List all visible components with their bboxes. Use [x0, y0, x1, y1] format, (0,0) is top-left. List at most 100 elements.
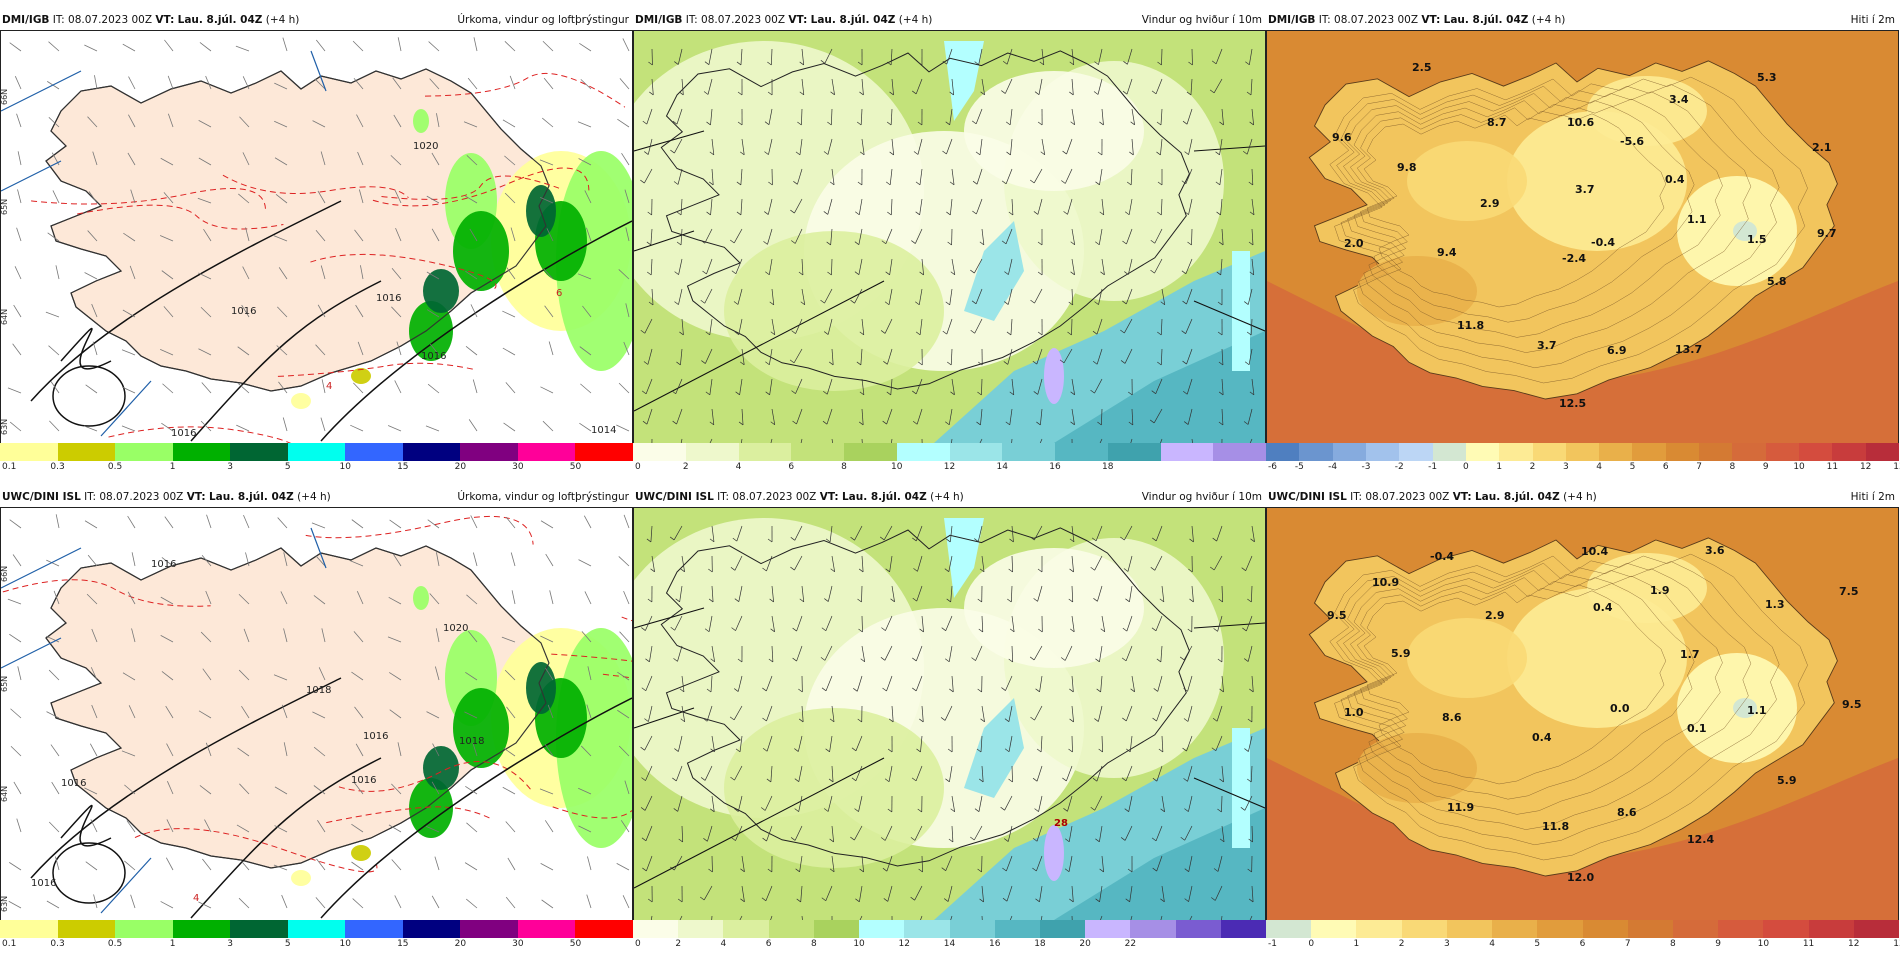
latitude-label: 66N	[1, 89, 9, 105]
color-swatch	[1566, 443, 1599, 461]
init-time: IT: 08.07.2023 00Z	[1350, 491, 1449, 503]
latitude-label: 65N	[1, 199, 9, 215]
panel-header: UWC/DINI ISL IT: 08.07.2023 00Z VT: Lau.…	[633, 487, 1266, 507]
valid-time-label: VT:	[788, 14, 807, 26]
color-scale-tick: 1	[170, 939, 176, 949]
color-swatch	[739, 443, 792, 461]
panel-run-info: UWC/DINI ISL IT: 08.07.2023 00Z VT: Lau.…	[2, 487, 331, 507]
color-swatch	[1832, 443, 1865, 461]
color-scale-tick: 4	[1489, 939, 1495, 949]
color-scale-tick: 14	[997, 462, 1008, 472]
color-scale-tick: 7	[1625, 939, 1631, 949]
color-swatch	[678, 920, 723, 938]
color-scale-tick: 8	[1670, 939, 1676, 949]
color-scale: -6-5-4-3-2-101234567891011121314	[1266, 443, 1899, 480]
color-scale-tick: -1	[1268, 939, 1277, 949]
color-swatch	[859, 920, 904, 938]
color-swatch	[173, 443, 231, 461]
color-swatch	[1632, 443, 1665, 461]
color-swatch	[1266, 920, 1311, 938]
map-panel-temp: DMI/IGB IT: 08.07.2023 00Z VT: Lau. 8.jú…	[1266, 10, 1899, 480]
color-scale-tick: 12	[899, 939, 910, 949]
color-scale-tick: 2	[683, 462, 689, 472]
color-scale-tick: 0.3	[50, 939, 64, 949]
lead-time: (+4 h)	[1563, 491, 1597, 503]
color-swatch	[1537, 920, 1582, 938]
color-scale-tick: 8	[1730, 462, 1736, 472]
valid-time: Lau. 8.júl. 04Z	[209, 491, 294, 503]
color-scale-tick: 10	[1793, 462, 1804, 472]
color-swatch	[1854, 920, 1899, 938]
isobar-label: 1016	[351, 775, 376, 786]
color-scale-tick: 4	[1596, 462, 1602, 472]
color-scale-tick: 14	[944, 939, 955, 949]
color-scale-tick: 12	[1860, 462, 1871, 472]
color-scale-tick: 13	[1893, 939, 1900, 949]
lead-time: (+4 h)	[266, 14, 300, 26]
color-scale-tick: 16	[989, 939, 1000, 949]
panel-run-info: DMI/IGB IT: 08.07.2023 00Z VT: Lau. 8.jú…	[2, 10, 299, 30]
color-swatch	[115, 920, 173, 938]
map-area[interactable]	[633, 30, 1266, 444]
color-swatch	[814, 920, 859, 938]
valid-time-label: VT:	[155, 14, 174, 26]
color-swatch	[1311, 920, 1356, 938]
color-scale-tick: 1	[1496, 462, 1502, 472]
temperature-value: -2.4	[1562, 252, 1586, 265]
color-scale-tick: 12	[944, 462, 955, 472]
panel-title: Vindur og hviður í 10m	[1142, 487, 1262, 507]
temperature-value: 2.9	[1480, 197, 1500, 210]
panel-title: Úrkoma, vindur og loftþrýstingur	[457, 10, 629, 30]
temperature-value: 2.5	[1412, 61, 1432, 74]
color-swatch	[173, 920, 231, 938]
color-swatch	[1599, 443, 1632, 461]
isobar-label: 1018	[459, 736, 484, 747]
color-swatch	[1673, 920, 1718, 938]
color-scale-tick: 1	[170, 462, 176, 472]
valid-time-label: VT:	[820, 491, 839, 503]
color-scale-tick: 0	[635, 939, 641, 949]
temperature-value: -0.4	[1591, 236, 1615, 249]
map-panel-wind: UWC/DINI ISL IT: 08.07.2023 00Z VT: Lau.…	[633, 487, 1266, 957]
temperature-value: 12.5	[1559, 397, 1586, 410]
color-scale-swatches	[1266, 920, 1899, 938]
color-scale-tick: 12	[1848, 939, 1859, 949]
temperature-value: 1.5	[1747, 233, 1767, 246]
map-area[interactable]: 28	[633, 507, 1266, 921]
color-swatch	[791, 443, 844, 461]
color-scale-tick: 3	[1444, 939, 1450, 949]
isobar-label: 1016	[61, 778, 86, 789]
temperature-value: 1.3	[1765, 598, 1785, 611]
lead-time: (+4 h)	[899, 14, 933, 26]
color-swatch	[1366, 443, 1399, 461]
map-panel-precip: DMI/IGB IT: 08.07.2023 00Z VT: Lau. 8.jú…	[0, 10, 633, 480]
color-swatch	[403, 443, 461, 461]
color-scale-tick: 0.3	[50, 462, 64, 472]
color-scale-tick: 22	[1125, 939, 1136, 949]
color-scale-tick: 50	[570, 939, 581, 949]
color-scale-tick: 50	[570, 462, 581, 472]
color-swatch	[1699, 443, 1732, 461]
init-time: IT: 08.07.2023 00Z	[1319, 14, 1418, 26]
color-swatch	[1176, 920, 1221, 938]
color-scale-tick: 6	[766, 939, 772, 949]
temperature-value: 5.9	[1391, 647, 1411, 660]
valid-time: Lau. 8.júl. 04Z	[811, 14, 896, 26]
color-swatch	[1447, 920, 1492, 938]
color-scale-tick: 15	[397, 939, 408, 949]
model-name: UWC/DINI ISL	[2, 491, 81, 503]
isobar-label: 4	[326, 381, 332, 392]
color-scale-tick: 11	[1803, 939, 1814, 949]
color-swatch	[230, 920, 288, 938]
color-swatch	[1533, 443, 1566, 461]
latitude-label: 64N	[1, 309, 9, 325]
latitude-label: 63N	[1, 896, 9, 912]
color-scale-tick: 10	[340, 462, 351, 472]
color-scale-tick: 3	[1563, 462, 1569, 472]
panel-run-info: DMI/IGB IT: 08.07.2023 00Z VT: Lau. 8.jú…	[635, 10, 932, 30]
